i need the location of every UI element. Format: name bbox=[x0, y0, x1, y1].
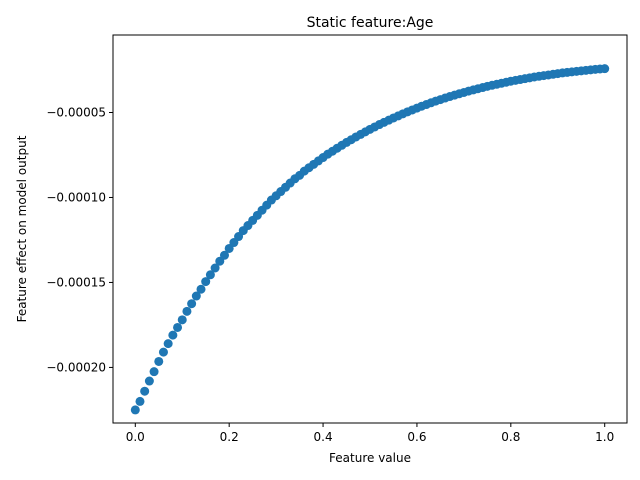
chart-title: Static feature:Age bbox=[307, 15, 434, 31]
x-tick-label: 0.8 bbox=[501, 430, 520, 444]
y-tick-label: −0.00005 bbox=[46, 105, 106, 119]
data-point bbox=[140, 386, 150, 396]
data-point bbox=[600, 64, 610, 74]
x-axis-ticks: 0.0 0.2 0.4 0.6 0.8 1.0 bbox=[126, 423, 614, 444]
data-point bbox=[210, 263, 220, 273]
data-point bbox=[187, 299, 197, 309]
x-tick-label: 0.0 bbox=[126, 430, 145, 444]
data-point bbox=[168, 330, 178, 340]
data-point bbox=[135, 396, 145, 406]
data-point bbox=[173, 322, 183, 332]
data-point bbox=[196, 284, 206, 294]
data-point bbox=[163, 339, 173, 349]
y-tick-label: −0.00015 bbox=[46, 275, 106, 289]
x-tick-label: 0.6 bbox=[407, 430, 426, 444]
data-point bbox=[219, 250, 229, 260]
plot-frame bbox=[112, 34, 628, 424]
data-point bbox=[205, 270, 215, 280]
data-point bbox=[130, 405, 140, 415]
data-point bbox=[177, 315, 187, 325]
data-point bbox=[149, 367, 159, 377]
x-tick-label: 0.2 bbox=[220, 430, 239, 444]
y-tick-label: −0.00020 bbox=[46, 360, 106, 374]
y-tick-label: −0.00010 bbox=[46, 190, 106, 204]
data-point bbox=[158, 347, 168, 357]
y-axis-ticks: −0.00020 −0.00015 −0.00010 −0.00005 bbox=[46, 105, 113, 374]
data-point bbox=[154, 356, 164, 366]
x-axis-label: Feature value bbox=[329, 451, 411, 465]
x-tick-label: 0.4 bbox=[314, 430, 333, 444]
data-points bbox=[130, 64, 610, 415]
y-axis-label: Feature effect on model output bbox=[15, 135, 29, 322]
data-point bbox=[182, 306, 192, 316]
x-tick-label: 1.0 bbox=[595, 430, 614, 444]
data-point bbox=[144, 376, 154, 386]
data-point bbox=[201, 277, 211, 287]
data-point bbox=[191, 291, 201, 301]
